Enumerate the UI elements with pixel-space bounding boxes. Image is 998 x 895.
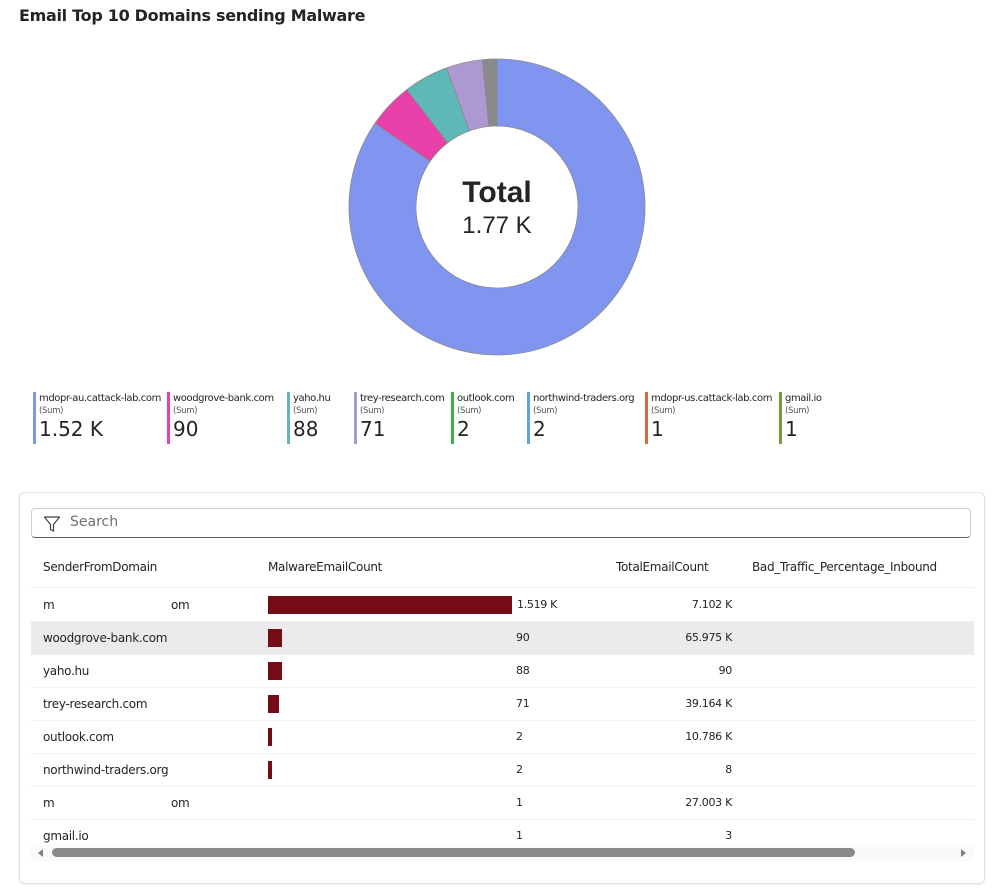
legend-label: northwind-traders.org [533,393,635,404]
legend-value: 90 [173,417,199,441]
legend-item[interactable]: gmail.io (Sum) 1 [779,392,822,444]
table-row[interactable]: yaho.hu 88 90 [31,655,974,688]
legend-label: mdopr-au.cattack-lab.com [39,393,161,404]
legend-value: 1 [785,417,798,441]
cell-malware-count: 88 [516,664,530,677]
legend-aggregation: (Sum) [533,406,558,416]
cell-sender-domain: trey-research.com [43,697,148,711]
cell-total-count: 10.786 K [685,730,732,743]
legend-label: trey-research.com [360,393,445,404]
legend-color-swatch [33,392,36,444]
donut-slice[interactable] [492,58,498,127]
donut-center-label: Total [462,176,531,209]
cell-total-count: 90 [718,664,733,677]
column-header-bad-traffic-pct[interactable]: Bad_Traffic_Percentage_Inbound [752,560,937,574]
cell-sender-domain: northwind-traders.org [43,763,169,777]
legend-aggregation: (Sum) [39,406,64,416]
donut-center-value: 1.77 K [462,212,531,239]
legend-aggregation: (Sum) [173,406,198,416]
legend-label: yaho.hu [293,393,331,404]
table-row[interactable]: trey-research.com 71 39.164 K [31,688,974,721]
legend-label: gmail.io [785,393,822,404]
legend-value: 71 [360,417,386,441]
table-row[interactable]: m om 1 27.003 K [31,787,974,820]
cell-sender-domain: woodgrove-bank.com [43,631,168,645]
table-header: SenderFromDomain MalwareEmailCount Total… [31,553,974,588]
column-header-malware-count[interactable]: MalwareEmailCount [268,560,383,574]
legend-value: 2 [457,417,470,441]
cell-sender-domain: m [43,598,55,612]
legend-color-swatch [167,392,170,444]
donut-chart: Total 1.77 K [348,58,646,356]
chart-title: Email Top 10 Domains sending Malware [19,6,366,25]
cell-total-count: 3 [725,829,732,842]
legend-color-swatch [354,392,357,444]
cell-total-count: 8 [725,763,732,776]
cell-malware-count: 1 [516,829,523,842]
legend-item[interactable]: yaho.hu (Sum) 88 [287,392,331,444]
legend-item[interactable]: mdopr-au.cattack-lab.com (Sum) 1.52 K [33,392,161,444]
table-card: SenderFromDomain MalwareEmailCount Total… [19,492,985,884]
scroll-right-arrow-icon[interactable] [961,849,966,857]
filter-icon [43,516,61,532]
table-row[interactable]: northwind-traders.org 2 8 [31,754,974,787]
cell-malware-count: 2 [516,730,523,743]
legend-color-swatch [451,392,454,444]
cell-malware-count: 1.519 K [517,598,558,611]
search-box[interactable] [31,508,971,538]
malware-count-bar [268,629,283,647]
donut-slice[interactable] [348,58,646,356]
legend-aggregation: (Sum) [785,406,810,416]
cell-sender-domain: gmail.io [43,829,89,843]
cell-total-count: 65.975 K [685,631,732,644]
cell-sender-domain: m [43,796,55,810]
legend-label: woodgrove-bank.com [173,393,274,404]
malware-count-bar [268,761,272,779]
legend-item[interactable]: outlook.com (Sum) 2 [451,392,515,444]
malware-count-bar [268,662,283,680]
cell-malware-count: 90 [516,631,530,644]
legend-label: mdopr-us.cattack-lab.com [651,393,773,404]
cell-total-count: 39.164 K [685,697,732,710]
legend-label: outlook.com [457,393,515,404]
cell-malware-count: 1 [516,796,523,809]
malware-count-bar [268,695,280,713]
table-row[interactable]: m om 1.519 K 7.102 K [31,589,974,622]
scrollbar-thumb[interactable] [52,848,855,857]
legend-aggregation: (Sum) [360,406,385,416]
legend-item[interactable]: woodgrove-bank.com (Sum) 90 [167,392,274,444]
cell-sender-domain-tail: om [171,598,190,612]
horizontal-scrollbar[interactable] [31,845,974,861]
legend-item[interactable]: trey-research.com (Sum) 71 [354,392,445,444]
cell-malware-count: 2 [516,763,523,776]
cell-total-count: 7.102 K [691,598,732,611]
cell-sender-domain-tail: om [171,796,190,810]
legend-item[interactable]: mdopr-us.cattack-lab.com (Sum) 1 [645,392,772,444]
cell-total-count: 27.003 K [685,796,732,809]
malware-count-bar [268,596,512,614]
legend-color-swatch [287,392,290,444]
legend-value: 88 [293,417,319,441]
malware-count-bar [268,728,272,746]
column-header-total-count[interactable]: TotalEmailCount [616,560,709,574]
legend-item[interactable]: northwind-traders.org (Sum) 2 [527,392,635,444]
legend-value: 1 [651,417,664,441]
legend-value: 2 [533,417,546,441]
legend-value: 1.52 K [39,417,104,441]
legend-aggregation: (Sum) [457,406,482,416]
legend-aggregation: (Sum) [293,406,318,416]
cell-sender-domain: outlook.com [43,730,114,744]
cell-malware-count: 71 [516,697,530,710]
column-header-sender-domain[interactable]: SenderFromDomain [43,560,158,574]
search-input[interactable] [68,513,952,531]
scroll-left-arrow-icon[interactable] [38,849,43,857]
legend-color-swatch [527,392,530,444]
table-body: m om 1.519 K 7.102 K woodgrove-bank.com … [31,589,974,853]
legend-aggregation: (Sum) [651,406,676,416]
legend-color-swatch [779,392,782,444]
legend-color-swatch [645,392,648,444]
table-row[interactable]: outlook.com 2 10.786 K [31,721,974,754]
cell-sender-domain: yaho.hu [43,664,90,678]
table-row[interactable]: woodgrove-bank.com 90 65.975 K [31,622,974,655]
